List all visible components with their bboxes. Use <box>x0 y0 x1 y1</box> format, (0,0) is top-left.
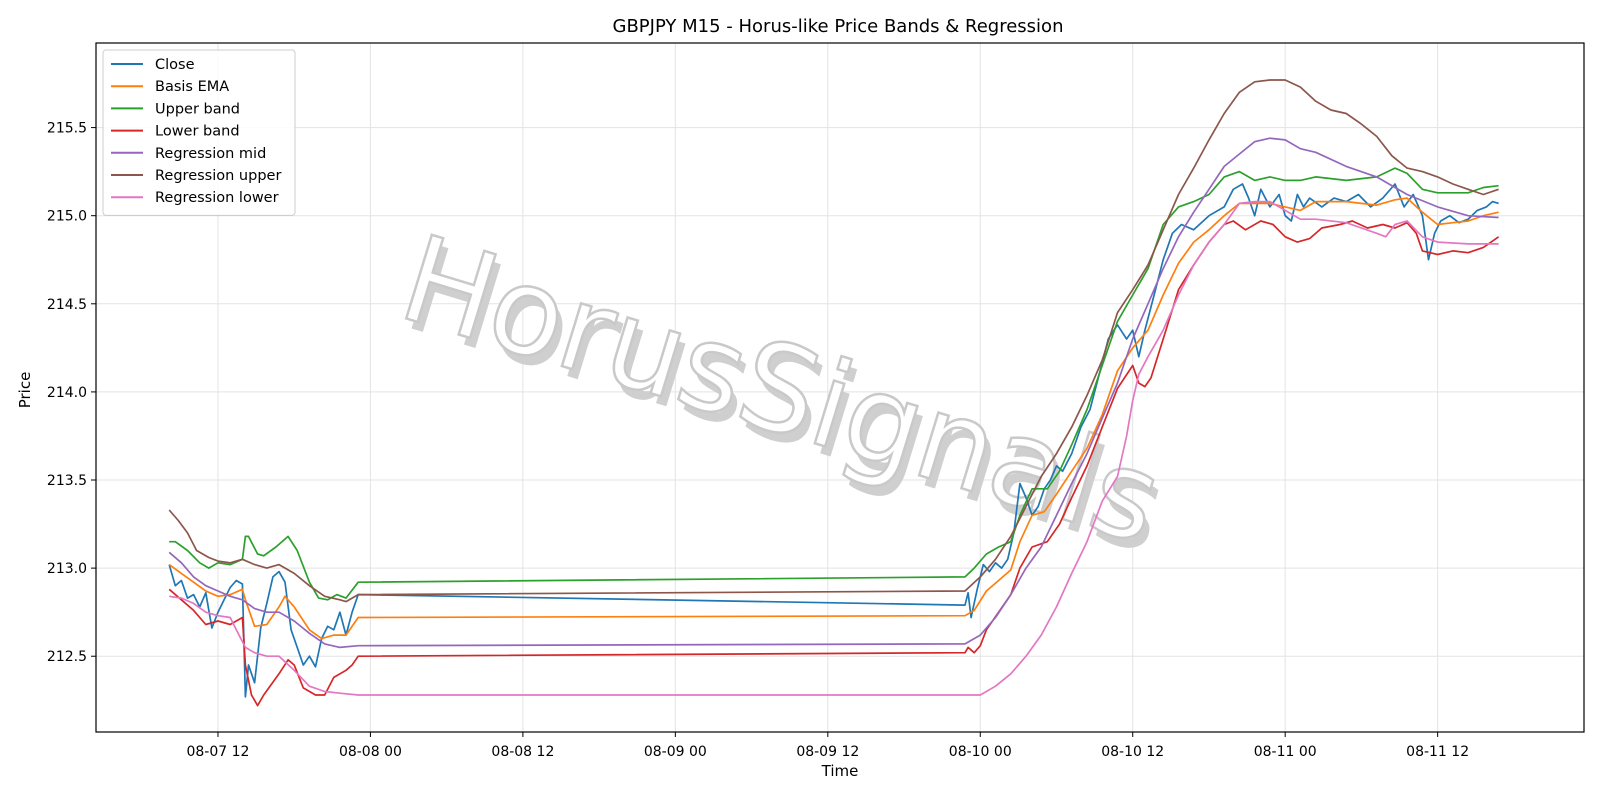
x-tick-label: 08-11 00 <box>1254 744 1317 760</box>
y-tick-label: 213.0 <box>47 561 87 577</box>
series-line-regression-lower <box>169 200 1499 696</box>
legend-label: Upper band <box>155 101 240 117</box>
axis-ticks: 08-07 12 08-08 00 08-08 12 08-09 00 08-09 12… <box>47 121 1469 760</box>
legend-label: Regression upper <box>155 168 281 184</box>
series-line-regression-mid <box>168 137 1499 649</box>
legend-label: Regression mid <box>155 146 266 162</box>
x-tick-label: 08-08 00 <box>339 744 402 760</box>
y-tick-label: 213.5 <box>47 473 87 489</box>
y-axis-title: Price <box>16 372 34 409</box>
x-tick-label: 08-09 12 <box>796 744 859 760</box>
legend-box <box>102 49 296 216</box>
series-line-lower-band <box>168 220 1500 707</box>
series-line-close <box>168 183 1499 698</box>
series-line-basis-ema <box>168 197 1499 640</box>
legend-label: Close <box>155 57 195 73</box>
x-tick-label: 08-10 00 <box>949 744 1012 760</box>
legend-label: Regression lower <box>155 190 279 206</box>
x-tick-label: 08-11 12 <box>1406 744 1469 760</box>
legend-label: Basis EMA <box>155 79 229 95</box>
legend: Close Basis EMA Upper band Lower band Regres… <box>102 49 296 216</box>
y-tick-label: 212.5 <box>47 649 87 665</box>
grid-layer <box>96 43 1584 732</box>
watermark-text: HorusSignals <box>387 210 1176 572</box>
series-line-upper-band <box>169 167 1499 601</box>
y-tick-label: 214.0 <box>47 385 87 401</box>
y-tick-label: 214.5 <box>47 297 87 313</box>
x-tick-label: 08-08 12 <box>491 744 554 760</box>
y-tick-label: 215.5 <box>47 121 87 137</box>
legend-label: Lower band <box>155 124 240 140</box>
plot-frame <box>95 42 1585 733</box>
series-line-regression-upper <box>168 79 1499 603</box>
x-tick-label: 08-07 12 <box>186 744 249 760</box>
x-axis-title: Time <box>821 762 859 780</box>
y-tick-label: 215.0 <box>47 209 87 225</box>
chart-title: GBPJPY M15 - Horus-like Price Bands & Re… <box>613 16 1064 37</box>
series-layer <box>168 79 1500 707</box>
x-tick-label: 08-10 12 <box>1101 744 1164 760</box>
x-tick-label: 08-09 00 <box>644 744 707 760</box>
